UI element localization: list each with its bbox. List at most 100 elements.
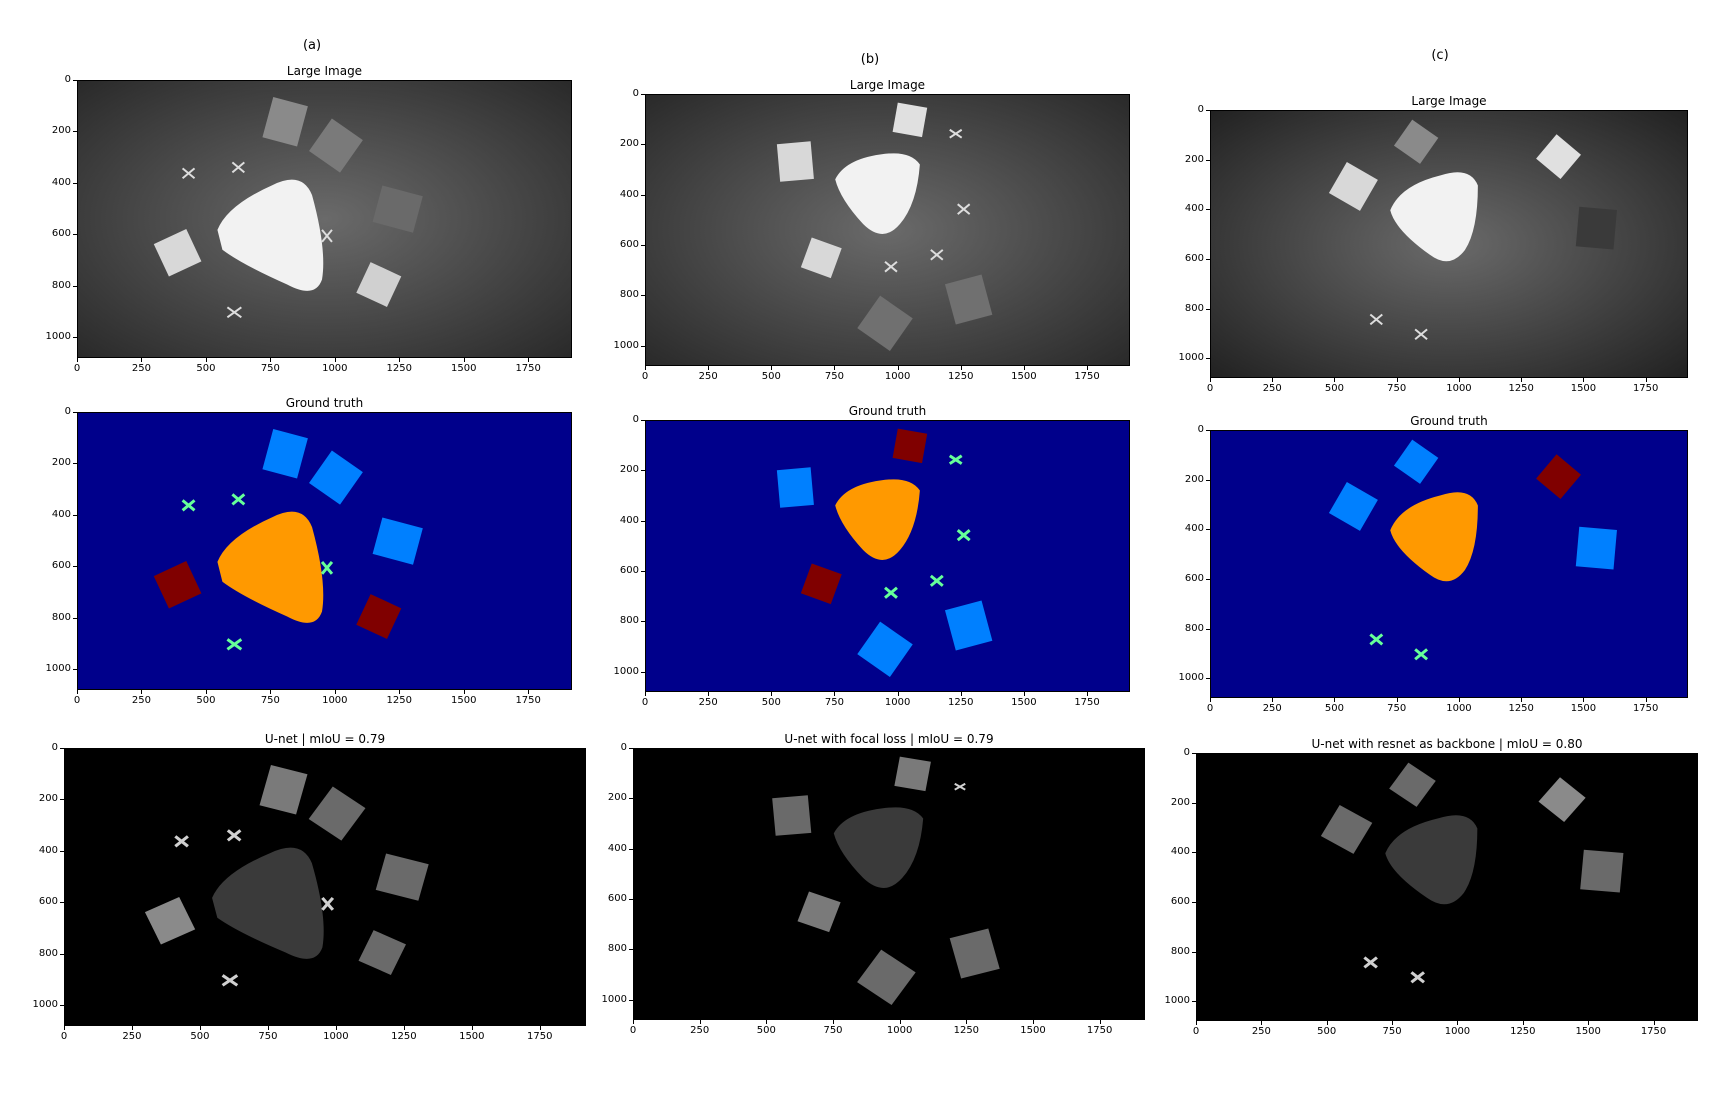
x-tick-mark — [897, 366, 899, 370]
x-tick-label: 1000 — [322, 363, 348, 374]
y-tick-label: 600 — [38, 896, 58, 908]
y-tick-mark — [641, 295, 645, 297]
x-tick-label: 0 — [1192, 1026, 1200, 1037]
x-tick-mark — [1396, 698, 1398, 702]
panel-a-prediction: U-net | mIoU = 0.79 0 200 400 600 800 1000 0 25… — [33, 728, 600, 1048]
x-tick-label: 750 — [1387, 383, 1407, 394]
y-tick-label: 400 — [51, 508, 71, 520]
y-tick-label: 1000 — [32, 999, 58, 1011]
large-image-c — [1210, 110, 1688, 378]
panel-title: U-net with focal loss | mIoU = 0.79 — [784, 732, 994, 746]
x-tick-label: 750 — [824, 697, 844, 708]
x-tick-label: 1000 — [886, 1025, 913, 1036]
x-tick-mark — [1334, 698, 1336, 702]
x-tick-label: 500 — [1317, 1026, 1337, 1037]
y-tick-label: 0 — [64, 74, 71, 85]
x-tick-mark — [463, 690, 465, 694]
x-tick-label: 750 — [1382, 1026, 1402, 1037]
large-image-a-svg — [78, 81, 571, 357]
y-tick-label: 400 — [1184, 203, 1204, 215]
large-image-c-svg — [1211, 111, 1687, 377]
y-tick-label: 600 — [51, 228, 71, 240]
x-tick-label: 1500 — [1570, 703, 1597, 714]
y-tick-label: 400 — [51, 176, 71, 188]
x-tick-label: 1500 — [450, 363, 477, 374]
x-tick-label: 1250 — [953, 1025, 980, 1036]
y-tick-label: 800 — [51, 611, 71, 623]
x-tick-label: 250 — [131, 695, 151, 706]
y-tick-mark — [60, 799, 64, 801]
large-image-b-svg — [646, 95, 1129, 365]
x-tick-mark — [267, 1026, 269, 1030]
x-tick-mark — [131, 1026, 133, 1030]
x-tick-label: 750 — [260, 363, 280, 374]
x-tick-mark — [399, 690, 401, 694]
x-tick-mark — [1210, 378, 1211, 382]
y-tick-mark — [73, 182, 77, 184]
x-tick-label: 0 — [641, 697, 649, 708]
x-tick-mark — [1521, 698, 1523, 702]
panel-title: U-net | mIoU = 0.79 — [264, 732, 386, 746]
y-tick-mark — [60, 748, 64, 749]
panel-title: Large Image — [849, 78, 926, 92]
y-tick-label: 600 — [1184, 572, 1204, 584]
x-tick-label: 500 — [761, 371, 781, 382]
x-tick-mark — [834, 366, 836, 370]
x-tick-label: 1250 — [386, 695, 412, 706]
x-tick-mark — [708, 366, 710, 370]
column-label-c: (c) — [1431, 48, 1449, 63]
x-tick-mark — [335, 1026, 337, 1030]
x-tick-label: 1750 — [527, 1031, 553, 1042]
large-image-a — [77, 80, 572, 358]
x-tick-mark — [528, 690, 530, 694]
x-tick-label: 1500 — [459, 1031, 485, 1042]
y-tick-mark — [73, 463, 77, 465]
y-tick-label: 600 — [619, 565, 639, 577]
y-tick-mark — [1206, 209, 1210, 211]
y-tick-label: 0 — [1183, 747, 1190, 758]
x-tick-mark — [1588, 1021, 1590, 1025]
x-tick-mark — [834, 692, 836, 696]
y-tick-label: 800 — [607, 943, 627, 955]
y-tick-label: 0 — [1197, 104, 1204, 115]
y-tick-mark — [1192, 852, 1196, 854]
x-tick-label: 1250 — [386, 363, 412, 374]
prediction-c-svg — [1320, 762, 1624, 984]
panel-title: Large Image — [1411, 94, 1487, 108]
y-tick-label: 1000 — [613, 339, 639, 351]
x-tick-mark — [1392, 1021, 1394, 1025]
x-tick-mark — [633, 1020, 634, 1024]
y-tick-mark — [60, 1005, 64, 1007]
y-tick-mark — [60, 902, 64, 904]
x-tick-label: 1000 — [323, 1031, 349, 1042]
x-tick-label: 500 — [196, 363, 216, 374]
x-tick-mark — [403, 1026, 405, 1030]
panel-b-ground-truth: Ground truth 0 200 400 600 800 1000 0 250 500 750… — [605, 400, 1145, 720]
x-tick-label: 1000 — [322, 695, 348, 706]
y-tick-mark — [1206, 308, 1210, 310]
x-tick-mark — [1645, 698, 1647, 702]
x-tick-mark — [766, 1020, 768, 1024]
y-tick-mark — [641, 520, 645, 522]
x-tick-label: 1500 — [1020, 1025, 1046, 1036]
y-tick-label: 200 — [1184, 153, 1204, 165]
x-tick-label: 250 — [1251, 1026, 1271, 1037]
y-tick-label: 400 — [619, 188, 639, 200]
y-tick-mark — [1192, 753, 1196, 754]
ground-truth-c — [1210, 430, 1688, 698]
column-label-b: (b) — [860, 52, 880, 67]
y-tick-mark — [641, 194, 645, 196]
y-tick-mark — [1206, 628, 1210, 630]
panel-a-large-image: Large Image 0 200 400 600 800 1000 0 250 500 750 1… — [40, 60, 600, 380]
panel-c-prediction: U-net with resnet as backbone | mIoU = 0… — [1165, 735, 1710, 1045]
y-tick-mark — [73, 337, 77, 339]
y-tick-mark — [629, 798, 633, 800]
y-tick-mark — [1206, 479, 1210, 481]
y-tick-mark — [60, 953, 64, 955]
x-tick-mark — [1583, 698, 1585, 702]
y-tick-label: 200 — [38, 793, 58, 805]
y-tick-label: 800 — [619, 615, 639, 627]
y-tick-label: 600 — [51, 560, 71, 572]
x-tick-mark — [199, 1026, 201, 1030]
x-tick-label: 1250 — [948, 697, 974, 708]
